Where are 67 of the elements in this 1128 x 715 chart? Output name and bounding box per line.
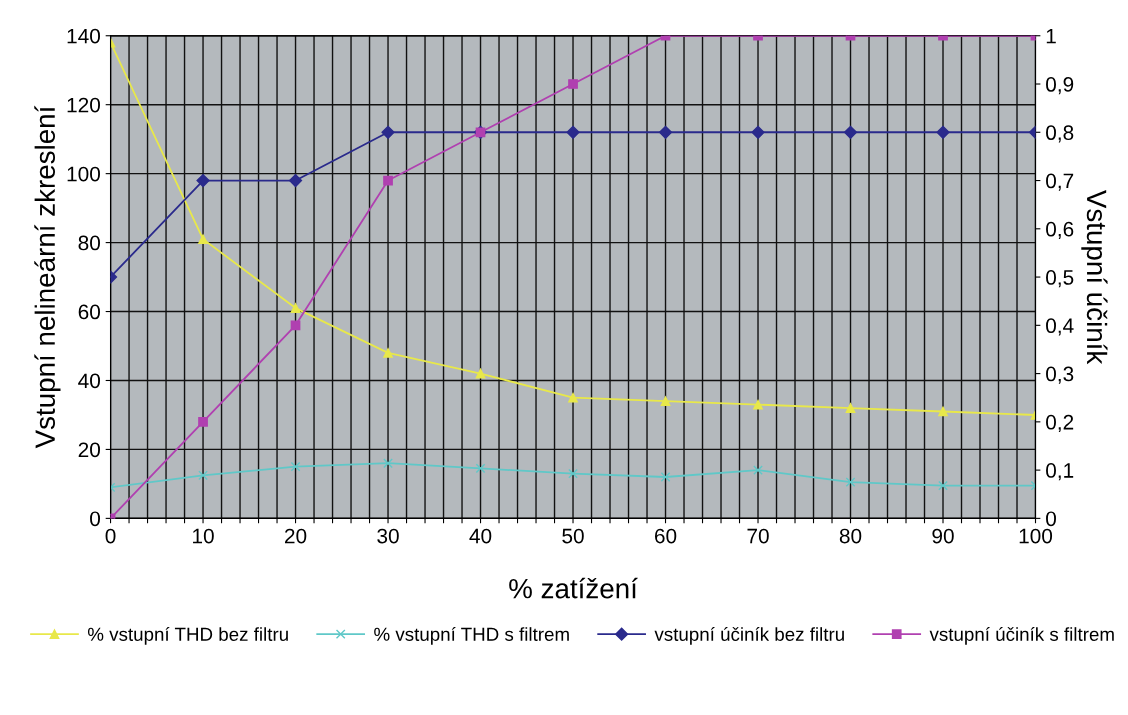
x-tick-label: 50 bbox=[562, 528, 584, 544]
y-axis-title: Vstupní nelineární zkreslení bbox=[34, 105, 61, 449]
x-tick-label: 60 bbox=[654, 528, 677, 544]
point bbox=[290, 461, 301, 472]
y-tick-label: 80 bbox=[78, 235, 101, 251]
point bbox=[568, 79, 578, 89]
y2-tick-label: 1 bbox=[1046, 28, 1056, 44]
y-tick-label: 60 bbox=[78, 304, 101, 320]
point bbox=[383, 458, 393, 469]
y2-tick-label: 0,7 bbox=[1046, 173, 1074, 191]
y2-axis-title: Vstupní účiník bbox=[1081, 189, 1108, 365]
y-tick-label: 100 bbox=[67, 166, 101, 182]
point bbox=[751, 125, 765, 139]
point bbox=[290, 320, 301, 331]
point bbox=[383, 175, 393, 186]
y-tick-label: 120 bbox=[67, 97, 101, 113]
point bbox=[753, 399, 763, 410]
y-tick-label: 0 bbox=[90, 511, 101, 527]
y2-tick-label: 0,8 bbox=[1046, 125, 1074, 143]
y2-tick-label: 0,6 bbox=[1046, 221, 1074, 240]
point bbox=[660, 472, 671, 482]
point bbox=[198, 234, 208, 245]
legend-label: % vstupní THD s filtrem bbox=[374, 626, 569, 645]
point bbox=[568, 392, 578, 403]
x-tick-label: 80 bbox=[839, 528, 862, 544]
point bbox=[196, 173, 210, 188]
point bbox=[198, 470, 208, 481]
point bbox=[658, 125, 673, 139]
y2-tick-label: 0,3 bbox=[1046, 366, 1074, 384]
point bbox=[753, 465, 763, 475]
legend-label: vstupní účiník bez filtru bbox=[654, 626, 844, 645]
x-tick-label: 0 bbox=[105, 528, 116, 544]
point bbox=[938, 406, 948, 417]
point bbox=[198, 416, 208, 427]
x-tick-label: 30 bbox=[377, 528, 399, 544]
point bbox=[288, 173, 303, 188]
point bbox=[936, 125, 950, 139]
y2-tick-label: 0,4 bbox=[1046, 318, 1074, 336]
point bbox=[660, 396, 671, 407]
y2-tick-label: 0 bbox=[1046, 511, 1056, 527]
x-tick-label: 90 bbox=[932, 528, 954, 544]
y2-tick-label: 0,2 bbox=[1046, 414, 1074, 433]
point bbox=[845, 403, 856, 413]
x-tick-label: 100 bbox=[1019, 528, 1053, 544]
y-tick-label: 40 bbox=[78, 373, 101, 389]
x-tick-label: 20 bbox=[285, 528, 307, 544]
point bbox=[843, 125, 858, 139]
legend-label: % vstupní THD bez filtru bbox=[87, 626, 288, 645]
point bbox=[381, 125, 395, 139]
point bbox=[475, 368, 486, 379]
y2-tick-label: 0,5 bbox=[1046, 270, 1074, 288]
y2-tick-label: 0,9 bbox=[1046, 77, 1074, 95]
y2-tick-label: 0,1 bbox=[1046, 463, 1074, 481]
x-axis-title: % zatížení bbox=[509, 577, 638, 599]
point bbox=[475, 463, 486, 474]
x-tick-label: 70 bbox=[747, 528, 769, 544]
point bbox=[845, 477, 856, 488]
point bbox=[383, 348, 393, 358]
point bbox=[938, 480, 948, 491]
x-tick-label: 40 bbox=[469, 528, 492, 544]
y-tick-label: 20 bbox=[78, 442, 101, 458]
legend-label: vstupní účiník s filtrem bbox=[929, 626, 1114, 645]
y-tick-label: 140 bbox=[67, 28, 101, 44]
x-tick-label: 10 bbox=[193, 528, 214, 544]
point bbox=[568, 468, 578, 479]
point bbox=[566, 125, 580, 139]
point bbox=[290, 303, 301, 313]
